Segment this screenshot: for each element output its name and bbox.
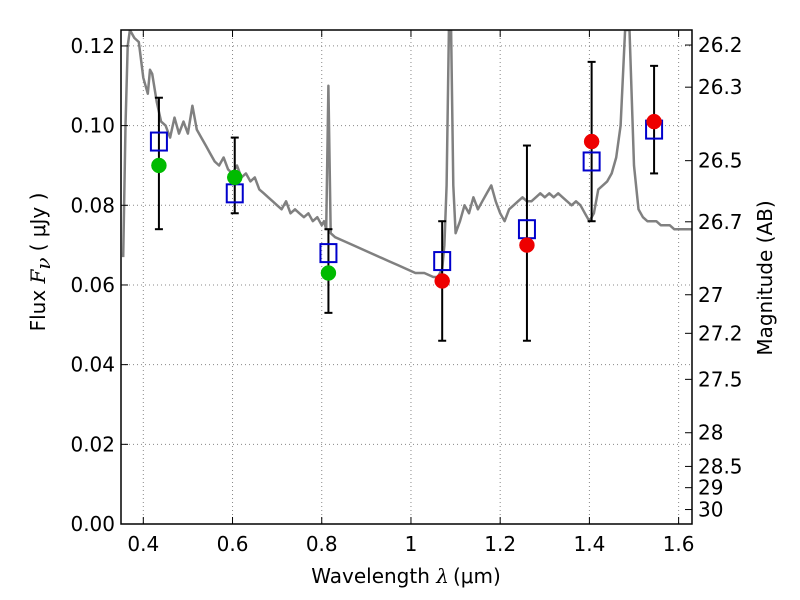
model-square-marker: [319, 243, 338, 264]
y-axis-title-units: ( μJy ): [26, 193, 50, 252]
x-tick-label: 0.8: [306, 532, 338, 556]
y-tick-label: 0.08: [70, 193, 115, 217]
y-tick-label: 0.10: [70, 114, 115, 138]
x-axis-title: Wavelength λ (μm): [311, 564, 501, 588]
y-axis-title-subscript: ν: [31, 257, 55, 269]
plot-frame: [120, 29, 693, 525]
y2-tick-label: 27.2: [698, 321, 743, 345]
y-tick-label: 0.06: [70, 273, 115, 297]
y2-tick-label: 26.7: [698, 210, 743, 234]
model-square-marker: [433, 251, 452, 272]
grid-layer: [121, 30, 692, 525]
red-circle-marker: [583, 133, 600, 150]
ticks-layer: 0.4 0.6 0.8 1 1.2 1.4 1.6 0.00 0.02 0.04 0.06 0.08 0…: [70, 30, 743, 556]
green-circle-marker: [151, 157, 167, 174]
y-tick-label: 0.12: [70, 34, 115, 58]
x-tick-label: 0.6: [217, 532, 249, 556]
green-circle-marker: [320, 265, 337, 281]
spectrum-line: [121, 30, 692, 279]
x-tick-label: 1.6: [663, 532, 695, 556]
y-tick-label: 0.02: [70, 432, 115, 456]
y-axis-title-symbol: F: [26, 268, 50, 284]
x-tick-label: 1.4: [573, 532, 605, 556]
y2-tick-label: 27.5: [698, 367, 743, 391]
y2-tick-label: 29: [698, 476, 723, 500]
y2-tick-label: 28.5: [698, 454, 743, 478]
y-tick-label: 0.04: [70, 353, 115, 377]
y-axis-title-prefix: Flux: [26, 283, 50, 331]
x-tick-label: 0.4: [127, 532, 159, 556]
x-tick-label: 1: [405, 532, 418, 556]
y2-tick-label: 26.5: [698, 149, 743, 173]
x-axis-title-prefix: Wavelength: [311, 564, 436, 588]
x-axis-title-units: (μm): [453, 564, 501, 588]
red-circle-marker: [434, 273, 450, 289]
y2-tick-label: 26.2: [698, 33, 743, 57]
y2-tick-label: 27: [698, 283, 723, 307]
series-layer: [121, 30, 692, 342]
y2-tick-label: 30: [698, 498, 723, 522]
green-circle-marker: [227, 169, 243, 186]
model-square-marker: [149, 131, 168, 152]
x-axis-title-symbol: λ: [435, 564, 449, 588]
y2-tick-label: 28: [698, 421, 723, 445]
red-circle-marker: [646, 113, 662, 130]
y-axis-title: Flux Fν ( μJy ): [26, 193, 55, 332]
model-square-marker: [582, 151, 601, 172]
x-tick-label: 1.2: [484, 532, 516, 556]
y-tick-label: 0.00: [70, 512, 115, 536]
red-circle-marker: [519, 237, 535, 253]
y2-tick-label: 26.3: [698, 75, 743, 99]
y2-axis-title: Magnitude (AB): [753, 200, 777, 355]
